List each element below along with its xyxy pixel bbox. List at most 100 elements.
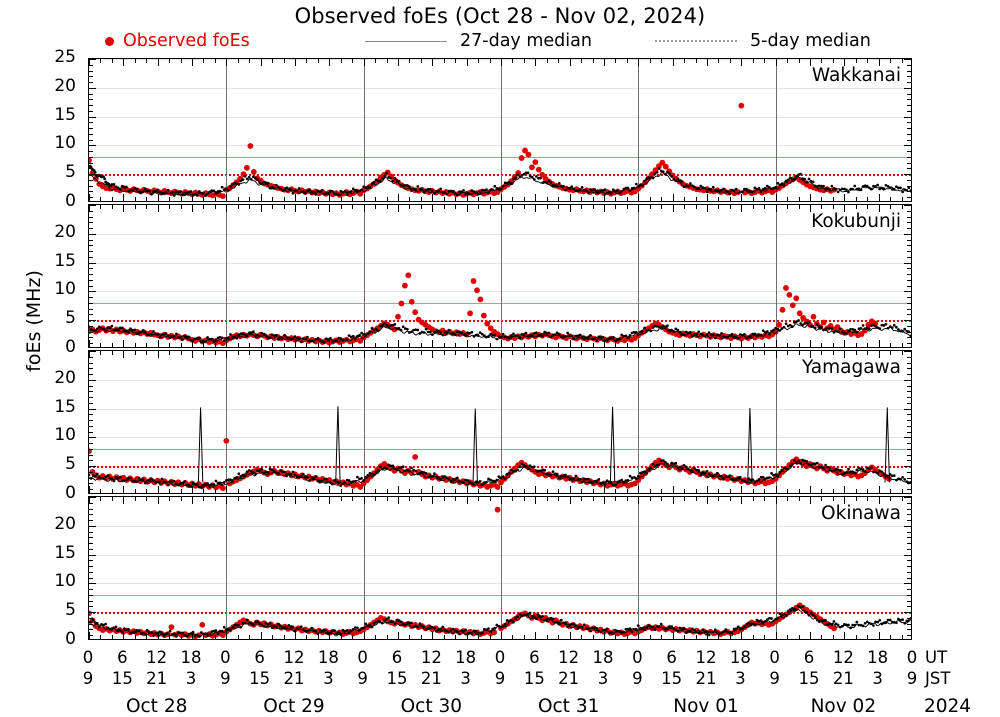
x-tick xyxy=(432,59,434,66)
median-5day-dot xyxy=(824,619,827,622)
median-5day-dot xyxy=(574,474,578,478)
median-5day-dot xyxy=(353,337,357,341)
median-5day-dot xyxy=(110,324,114,328)
y-tick xyxy=(904,554,911,556)
x-tick xyxy=(489,635,491,639)
x-tick xyxy=(764,497,766,501)
median-5day-dot xyxy=(254,472,257,476)
median-5day-dot xyxy=(152,190,155,193)
median-5day-dot xyxy=(830,327,834,330)
y-tick xyxy=(907,191,911,193)
x-tick xyxy=(512,343,514,347)
median-5day-dot xyxy=(339,189,343,193)
x-tick xyxy=(752,205,754,209)
x-tick xyxy=(432,205,434,212)
y-tick xyxy=(904,205,911,206)
median-5day-dot xyxy=(247,331,251,335)
median-5day-dot xyxy=(741,333,744,337)
x-tick xyxy=(398,486,399,493)
x-tick xyxy=(890,351,892,355)
x-tick xyxy=(89,59,90,66)
median-5day-dot xyxy=(840,624,844,628)
median-5day-dot xyxy=(782,466,786,470)
ut-tick-label: 12 xyxy=(146,648,168,667)
median-5day-dot xyxy=(160,192,164,196)
median-5day-dot xyxy=(859,188,863,192)
x-tick xyxy=(466,340,468,347)
median-5day-dot xyxy=(281,189,284,192)
median-5day-dot xyxy=(697,631,701,635)
median-5day-dot xyxy=(258,181,261,184)
median-5day-dot xyxy=(331,189,334,193)
median-5day-dot xyxy=(522,463,526,467)
median-5day-dot xyxy=(516,468,519,472)
median-5day-dot xyxy=(647,624,651,628)
median-5day-dot xyxy=(670,174,673,178)
median-5day-dot xyxy=(790,177,794,181)
x-tick xyxy=(901,635,903,639)
median-5day-dot xyxy=(736,476,740,480)
median-5day-dot xyxy=(160,477,164,481)
median-5day-dot xyxy=(222,625,226,629)
median-5day-dot xyxy=(895,185,898,189)
x-tick xyxy=(100,635,102,639)
median-5day-dot xyxy=(657,625,661,628)
median-5day-dot xyxy=(154,632,157,635)
x-tick xyxy=(489,489,491,493)
median-5day-dot xyxy=(89,473,91,477)
grid-line xyxy=(89,59,911,60)
threshold-solid xyxy=(89,156,911,158)
median-5day-dot xyxy=(114,475,118,479)
median-5day-dot xyxy=(726,335,730,339)
grid-line xyxy=(89,262,911,264)
median-5day-dot xyxy=(672,177,676,181)
median-5day-dot xyxy=(222,481,226,484)
x-tick xyxy=(821,497,823,501)
median-5day-dot xyxy=(333,339,336,343)
median-5day-dot xyxy=(770,187,773,191)
threshold-dotted xyxy=(89,174,911,177)
x-tick xyxy=(604,194,605,201)
median-5day-dot xyxy=(545,181,549,184)
median-5day-dot xyxy=(591,481,594,485)
median-5day-dot xyxy=(308,188,311,192)
median-5day-dot xyxy=(279,336,282,339)
median-5day-dot xyxy=(905,480,909,483)
median-5day-dot xyxy=(100,327,103,330)
median-5day-dot xyxy=(179,631,182,635)
x-tick xyxy=(111,635,113,639)
median-5day-dot xyxy=(218,189,222,193)
y-tick xyxy=(89,466,96,468)
y-tick xyxy=(89,606,93,608)
median-5day-dot xyxy=(678,465,682,469)
median-5day-dot xyxy=(853,328,857,332)
median-5day-dot xyxy=(443,629,447,632)
median-5day-dot xyxy=(824,463,827,467)
day-divider xyxy=(226,497,228,639)
median-5day-dot xyxy=(430,333,434,336)
median-5day-dot xyxy=(491,479,495,483)
median-5day-dot xyxy=(337,480,341,484)
median-5day-dot xyxy=(389,620,393,623)
x-tick xyxy=(340,497,342,501)
x-tick xyxy=(592,343,594,347)
x-tick xyxy=(501,632,502,639)
x-tick xyxy=(684,489,686,493)
median-5day-dot xyxy=(218,335,222,339)
x-tick xyxy=(237,489,239,493)
x-tick xyxy=(855,343,857,347)
median-5day-dot xyxy=(297,187,301,190)
median-5day-dot xyxy=(699,184,703,188)
median-5day-dot xyxy=(210,189,214,192)
x-tick xyxy=(89,340,90,347)
median-5day-dot xyxy=(220,336,224,340)
median-5day-dot xyxy=(322,478,326,481)
median-5day-dot xyxy=(224,478,228,482)
median-5day-dot xyxy=(528,334,532,338)
median-5day-dot xyxy=(880,622,884,626)
y-tick xyxy=(89,233,96,235)
x-tick xyxy=(890,497,892,501)
x-tick xyxy=(420,197,422,201)
median-5day-dot xyxy=(599,189,603,193)
median-5day-dot xyxy=(778,329,782,332)
